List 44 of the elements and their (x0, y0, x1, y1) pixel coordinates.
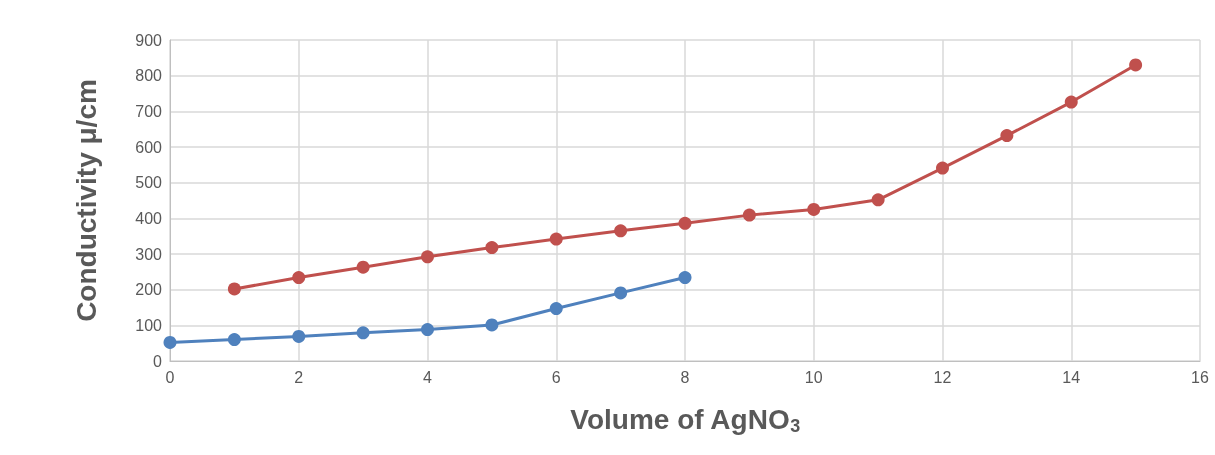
y-tick-label: 0 (153, 352, 163, 370)
point (421, 250, 434, 264)
point (421, 323, 434, 337)
x-tick-label: 0 (165, 368, 175, 386)
y-tick-label: 900 (135, 31, 163, 49)
point (807, 202, 821, 216)
point (549, 232, 563, 246)
point (678, 271, 692, 285)
y-tick-label: 800 (135, 67, 163, 85)
point (678, 216, 692, 230)
y-tick-label: 200 (135, 281, 163, 299)
point (549, 302, 563, 316)
x-tick-label: 6 (551, 368, 561, 386)
x-tick-label: 2 (294, 368, 304, 386)
point (485, 318, 499, 332)
point (227, 333, 241, 347)
point (871, 193, 885, 207)
y-tick-label: 700 (135, 102, 163, 120)
x-tick-label: 16 (1191, 368, 1209, 386)
point (614, 286, 628, 300)
point (936, 161, 949, 175)
point (485, 241, 499, 255)
point (614, 224, 628, 238)
point (1064, 95, 1078, 109)
y-tick-label: 500 (135, 174, 163, 192)
point (227, 282, 241, 296)
x-tick-label: 10 (804, 368, 823, 386)
y-tick-label: 300 (135, 245, 163, 263)
y-tick-label: 600 (135, 138, 163, 156)
point (292, 271, 306, 285)
point (356, 260, 370, 274)
x-tick-label: 14 (1062, 368, 1081, 386)
x-tick-label: 4 (423, 368, 433, 386)
point (356, 326, 370, 340)
x-tick-label: 12 (933, 368, 952, 386)
point (742, 208, 756, 222)
y-tick-label: 400 (135, 209, 163, 227)
y-tick-label: 100 (135, 316, 163, 334)
point (1000, 129, 1014, 143)
x-tick-label: 8 (680, 368, 690, 386)
point (1129, 58, 1143, 72)
point (292, 329, 306, 343)
point (163, 335, 177, 349)
y-axis-title: Conductivity μ/cm (70, 79, 102, 322)
